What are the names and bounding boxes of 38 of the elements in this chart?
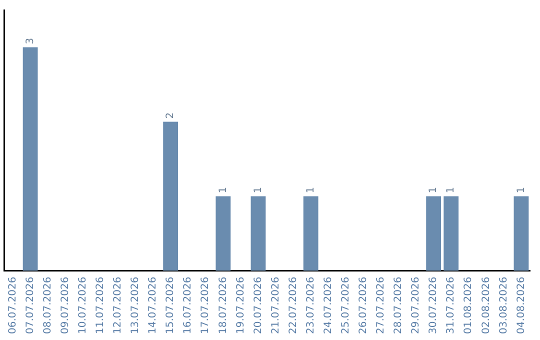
data-label: 2 [165, 112, 176, 119]
data-label: 1 [428, 186, 440, 194]
data-label: 1 [446, 186, 457, 194]
x-tick-label: 28.07.2026 [393, 276, 404, 334]
x-tick-label: 04.08.2026 [516, 276, 527, 334]
x-tick-label: 18.07.2026 [218, 276, 229, 334]
x-tick-label: 02.08.2026 [480, 276, 492, 334]
x-tick-label: 17.07.2026 [200, 276, 212, 334]
x-tick-label: 22.07.2026 [288, 276, 299, 334]
x-tick-label: 24.07.2026 [322, 276, 334, 334]
x-tick-label: 15.07.2026 [165, 276, 176, 334]
x-tick-label: 11.07.2026 [95, 276, 106, 334]
x-tick-label: 26.07.2026 [358, 276, 370, 334]
x-tick-label: 21.07.2026 [270, 276, 282, 334]
x-tick-label: 03.08.2026 [498, 276, 510, 334]
x-tick-label: 12.07.2026 [112, 276, 124, 334]
x-tick-label: 30.07.2026 [428, 276, 440, 334]
x-tick-label: 06.07.2026 [7, 276, 18, 334]
x-tick-label: 13.07.2026 [130, 276, 142, 334]
x-tick-label: 07.07.2026 [24, 276, 36, 334]
x-tick-label: 29.07.2026 [410, 276, 422, 334]
x-tick-label: 27.07.2026 [376, 276, 387, 334]
data-label: 1 [252, 186, 264, 194]
x-tick-label: 20.07.2026 [252, 276, 264, 334]
x-tick-label: 09.07.2026 [60, 276, 71, 334]
data-label: 1 [218, 186, 229, 194]
data-label: 1 [305, 186, 316, 194]
x-tick-label: 16.07.2026 [182, 276, 194, 334]
x-tick-label: 08.07.2026 [42, 276, 54, 334]
x-tick-label: 10.07.2026 [77, 276, 88, 334]
x-tick-label: 14.07.2026 [148, 276, 159, 334]
x-tick-label: 01.08.2026 [463, 276, 474, 334]
x-tick-label: 19.07.2026 [235, 276, 246, 334]
data-label: 1 [516, 186, 527, 194]
x-tick-label: 31.07.2026 [446, 276, 457, 334]
data-label: 3 [24, 38, 36, 44]
x-tick-label: 25.07.2026 [340, 276, 352, 334]
x-tick-label: 23.07.2026 [305, 276, 316, 334]
